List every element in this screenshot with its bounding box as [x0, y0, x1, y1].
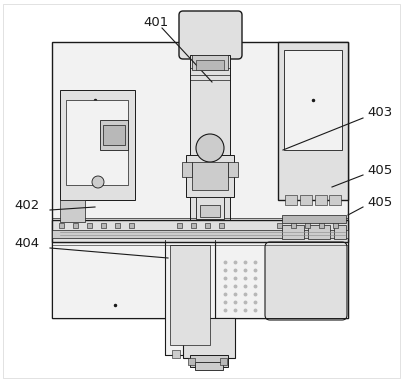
Bar [115, 223, 120, 228]
Bar [177, 223, 182, 228]
Bar [129, 223, 134, 228]
Text: 401: 401 [143, 16, 168, 29]
Text: 405: 405 [367, 195, 392, 208]
Text: 402: 402 [14, 199, 39, 211]
Bar [333, 223, 338, 228]
Bar [170, 245, 210, 345]
Bar [219, 223, 224, 228]
Bar [60, 200, 85, 222]
Bar [192, 162, 228, 190]
Bar [278, 42, 348, 200]
Bar [196, 60, 224, 70]
Bar [277, 223, 282, 228]
Bar [59, 223, 64, 228]
Bar [66, 100, 128, 185]
Bar [305, 223, 310, 228]
FancyBboxPatch shape [265, 242, 347, 320]
Bar [191, 223, 196, 228]
Bar [172, 350, 180, 358]
Bar [195, 362, 223, 370]
Bar [315, 195, 327, 205]
Circle shape [92, 176, 104, 188]
Bar [200, 205, 220, 217]
Bar [220, 358, 227, 365]
Bar [285, 195, 297, 205]
Bar [205, 223, 210, 228]
Bar [308, 225, 330, 239]
Bar [228, 162, 238, 177]
Bar [60, 90, 135, 200]
Bar [291, 223, 296, 228]
Bar [52, 220, 348, 242]
Bar [186, 155, 234, 197]
Bar [52, 230, 348, 238]
Bar [182, 162, 192, 177]
Bar [87, 223, 92, 228]
Bar [188, 358, 195, 365]
Bar [52, 42, 348, 318]
Bar [73, 223, 78, 228]
Bar [300, 195, 312, 205]
Bar [52, 242, 205, 318]
Bar [190, 55, 230, 230]
Bar [319, 223, 324, 228]
Bar [284, 50, 342, 150]
Text: 404: 404 [14, 237, 39, 250]
Text: 403: 403 [367, 106, 392, 118]
Bar [165, 240, 215, 355]
Bar [183, 318, 235, 358]
Bar [101, 223, 106, 228]
Bar [215, 240, 348, 318]
Text: 405: 405 [367, 163, 392, 176]
Bar [100, 120, 128, 150]
Bar [329, 195, 341, 205]
Bar [190, 355, 228, 367]
Circle shape [196, 134, 224, 162]
Bar [334, 225, 346, 239]
Bar [192, 55, 228, 70]
Bar [282, 215, 346, 223]
Bar [103, 125, 125, 145]
Bar [196, 197, 224, 219]
FancyBboxPatch shape [179, 11, 242, 59]
Bar [282, 225, 304, 239]
